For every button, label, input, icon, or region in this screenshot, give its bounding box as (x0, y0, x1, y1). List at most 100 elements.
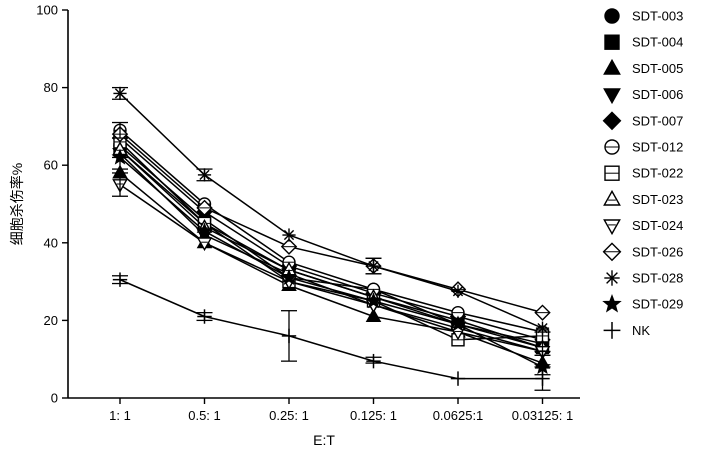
legend-label: SDT-024 (632, 218, 683, 233)
data-point-sdt-005 (365, 308, 382, 323)
legend-item-sdt-022: SDT-022 (604, 165, 683, 181)
legend-label: SDT-029 (632, 297, 683, 312)
legend-label: SDT-012 (632, 140, 683, 155)
x-ticks: 1: 1 0.5: 1 0.25: 1 0.125: 1 0.0625:1 0.03125… (109, 398, 573, 423)
series-line-sdt-026 (119, 133, 543, 314)
legend-item-sdt-012: SDT-012 (604, 139, 683, 155)
legend-label: SDT-005 (632, 61, 683, 76)
legend-item-sdt-003: SDT-003 (604, 8, 683, 24)
legend-marker (603, 219, 621, 236)
legend-marker (603, 58, 621, 75)
legend-item-nk: NK (603, 322, 650, 339)
series-sdt-028 (113, 86, 550, 335)
error-bar-sdt-026 (365, 257, 382, 275)
error-bar-nk (281, 310, 297, 362)
error-bars (112, 86, 551, 391)
series-sdt-029 (111, 148, 551, 375)
x-tick-label: 0.25: 1 (269, 408, 309, 423)
series-sdt-023 (112, 141, 551, 354)
legend-marker (604, 165, 620, 181)
series-sdt-006 (112, 148, 551, 360)
legend-label: SDT-007 (632, 113, 683, 128)
x-tick-label: 0.5: 1 (188, 408, 221, 423)
error-bar-nk (365, 356, 382, 364)
legend-label: SDT-004 (632, 35, 683, 50)
x-tick-label: 0.03125: 1 (512, 408, 573, 423)
y-tick-label: 40 (44, 235, 58, 250)
legend-item-sdt-007: SDT-007 (602, 111, 683, 131)
legend-marker (604, 270, 620, 286)
x-tick-label: 1: 1 (109, 408, 131, 423)
y-tick-label: 100 (36, 3, 58, 18)
series-line-sdt-023 (119, 149, 543, 349)
y-axis-title: 细胞杀伤率% (9, 163, 25, 245)
legend-marker (603, 189, 621, 206)
series-line-sdt-028 (119, 92, 543, 329)
series-line-sdt-029 (119, 156, 543, 368)
legend-label: SDT-006 (632, 87, 683, 102)
legend: SDT-003 SDT-004 SDT-005 SDT-006 SDT-007 SDT-0… (602, 8, 683, 339)
series (111, 86, 551, 386)
data-point-sdt-028 (282, 228, 296, 242)
legend-marker (602, 111, 622, 131)
data-point-sdt-028 (451, 284, 465, 298)
x-axis-title: E:T (313, 432, 335, 448)
legend-marker (604, 139, 620, 155)
data-point-sdt-029 (196, 222, 213, 239)
axes (67, 10, 580, 399)
x-tick-label: 0.125: 1 (350, 408, 397, 423)
legend-marker (602, 242, 622, 262)
error-bar-nk (196, 311, 213, 322)
legend-item-sdt-029: SDT-029 (602, 293, 683, 313)
legend-item-sdt-005: SDT-005 (603, 58, 683, 76)
data-point-sdt-026 (280, 238, 298, 255)
error-bar-sdt-005 (534, 350, 551, 376)
y-tick-label: 80 (44, 80, 58, 95)
legend-label: SDT-028 (632, 271, 683, 286)
data-point-sdt-029 (280, 268, 298, 285)
data-point-nk (450, 371, 466, 386)
error-bar-sdt-024 (112, 172, 128, 197)
data-point-sdt-026 (534, 304, 551, 321)
series-sdt-007 (111, 129, 551, 348)
series-sdt-004 (113, 142, 550, 355)
legend-label: NK (632, 323, 650, 338)
legend-item-sdt-023: SDT-023 (603, 189, 683, 207)
y-tick-label: 60 (44, 158, 58, 173)
legend-label: SDT-023 (632, 192, 683, 207)
error-bar-sdt-028 (112, 86, 128, 100)
y-tick-label: 20 (44, 313, 58, 328)
legend-item-sdt-006: SDT-006 (603, 87, 683, 105)
data-point-sdt-024 (196, 237, 213, 252)
error-bar-sdt-012 (112, 121, 128, 139)
error-bar-sdt-028 (196, 168, 213, 182)
series-line-sdt-022 (119, 141, 543, 341)
legend-marker (604, 34, 620, 50)
legend-item-sdt-026: SDT-026 (602, 242, 683, 262)
legend-label: SDT-003 (632, 9, 683, 24)
legend-label: SDT-026 (632, 244, 683, 259)
legend-item-sdt-028: SDT-028 (604, 270, 683, 286)
series-line-sdt-024 (119, 183, 543, 353)
legend-marker (602, 293, 622, 313)
error-bar-sdt-006 (112, 156, 128, 170)
data-point-sdt-026 (196, 199, 213, 217)
series-line-nk (119, 279, 543, 380)
error-bar-nk (112, 275, 128, 285)
y-ticks: 0 20 40 60 80 100 (36, 3, 68, 406)
legend-item-sdt-004: SDT-004 (604, 34, 683, 50)
series-line-sdt-003 (119, 145, 543, 345)
legend-marker (604, 8, 620, 24)
legend-label: SDT-022 (632, 166, 683, 181)
data-point-sdt-029 (449, 315, 467, 332)
data-point-sdt-028 (535, 321, 550, 335)
series-line-sdt-005 (119, 172, 543, 364)
data-point-sdt-029 (365, 292, 382, 309)
legend-marker (603, 88, 621, 105)
series-line-sdt-012 (119, 129, 543, 333)
series-line-sdt-007 (119, 137, 543, 341)
series-sdt-022 (113, 135, 550, 347)
legend-item-sdt-024: SDT-024 (603, 218, 683, 236)
y-tick-label: 0 (51, 391, 58, 406)
